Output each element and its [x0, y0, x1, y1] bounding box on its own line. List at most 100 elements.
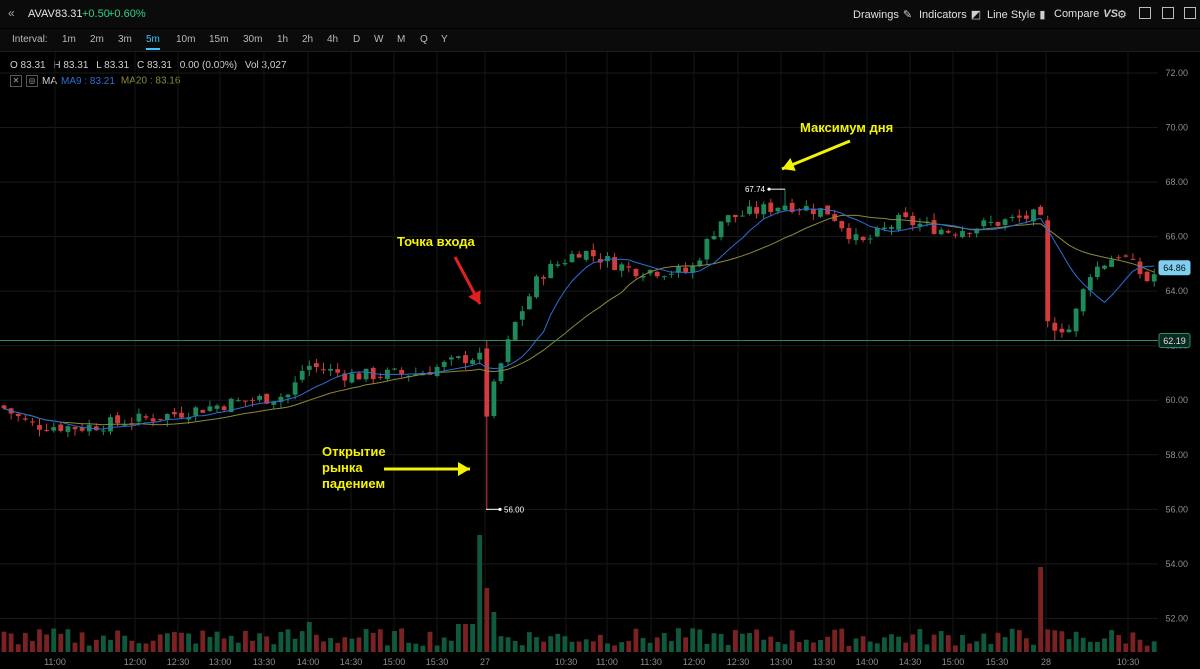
volume-bar [115, 630, 120, 652]
volume-bar [1095, 641, 1100, 652]
last-price-tag-box [1158, 260, 1191, 276]
candle-body [754, 207, 759, 214]
time-tick-label: 12:00 [683, 657, 706, 667]
fullscreen-icon[interactable] [1184, 7, 1196, 19]
volume-bar [988, 643, 994, 652]
interval-y[interactable]: Y [441, 34, 448, 45]
change-value: 0.00 (0.00%) [179, 60, 238, 71]
volume-bar [44, 634, 49, 652]
volume-bar [498, 636, 504, 652]
line-style-button[interactable]: Line Style ▮ [987, 8, 1045, 21]
candle-body [1016, 215, 1022, 218]
time-tick-label: 12:00 [124, 657, 147, 667]
close-icon[interactable]: ✕ [10, 75, 22, 87]
volume-bar [832, 629, 838, 652]
candle-body [697, 260, 703, 266]
volume-bar [1038, 567, 1043, 652]
active-interval-underline [146, 48, 160, 50]
save-icon[interactable] [1139, 7, 1151, 19]
candle-body [1073, 308, 1079, 332]
volume-bar [669, 641, 674, 652]
candle-body [299, 370, 305, 380]
indicator-chart-icon: ◩ [970, 9, 982, 21]
candle-body [186, 417, 191, 420]
interval-5m[interactable]: 5m [146, 34, 160, 45]
candle-body [811, 208, 816, 215]
interval-1h[interactable]: 1h [277, 34, 289, 45]
candle-body [534, 276, 539, 298]
interval-15m[interactable]: 15m [209, 34, 229, 45]
candle-body [207, 406, 213, 411]
interval-m[interactable]: M [397, 34, 406, 45]
volume-bar [1031, 644, 1036, 652]
volume-bar [1009, 628, 1015, 652]
interval-30m[interactable]: 30m [243, 34, 263, 45]
volume-bar [434, 645, 440, 652]
volume-bar [1116, 635, 1122, 652]
candle-body [1123, 255, 1129, 257]
interval-q[interactable]: Q [420, 34, 428, 45]
double-chevron-left-icon[interactable]: « [8, 6, 15, 20]
volume-bar [569, 641, 575, 652]
volume-bar [122, 635, 128, 652]
candle-body [356, 373, 362, 380]
candle-body [243, 400, 248, 402]
candle-body [768, 202, 774, 212]
price-axis: 72.0070.0068.0066.0064.0062.0060.0058.00… [1165, 68, 1188, 669]
candle-body [789, 202, 795, 212]
candle-body [988, 221, 994, 223]
volume-bar [1045, 629, 1051, 652]
candle-body [1031, 209, 1036, 222]
window-icon[interactable] [1162, 7, 1174, 19]
volume-bar [1024, 638, 1029, 652]
settings-gear-icon[interactable]: ⚙ [1117, 9, 1127, 21]
candle-body [874, 227, 880, 237]
volume-bar [598, 634, 603, 652]
candle-body [1130, 258, 1136, 260]
candle-body [200, 409, 206, 413]
interval-4h[interactable]: 4h [327, 34, 339, 45]
candle-body [44, 430, 49, 432]
interval-10m[interactable]: 10m [176, 34, 196, 45]
price-tick-label: 68.00 [1165, 177, 1188, 187]
price-change: +0.50 [82, 8, 110, 20]
interval-2m[interactable]: 2m [90, 34, 104, 45]
candle-body [896, 214, 901, 230]
drawings-button[interactable]: Drawings ✎ [853, 8, 912, 21]
low-marker-dot [498, 507, 502, 511]
compare-button[interactable]: Compare VS [1054, 8, 1118, 20]
interval-1m[interactable]: 1m [62, 34, 76, 45]
interval-label: Interval: [12, 34, 48, 45]
candle-body [818, 208, 823, 217]
volume-bar [825, 636, 830, 652]
open-value: O 83.31 [10, 60, 46, 71]
hline-tag: 62.19 [1163, 336, 1186, 346]
volume-bar [626, 641, 632, 652]
candle-body [434, 366, 440, 376]
volume-bar [51, 628, 57, 652]
indicators-button[interactable]: Indicators ◩ [919, 8, 981, 21]
interval-3m[interactable]: 3m [118, 34, 132, 45]
low-marker-label: 56.00 [504, 505, 525, 514]
price-tick-label: 66.00 [1165, 232, 1188, 242]
visibility-icon[interactable]: ◎ [26, 75, 38, 87]
candle-body [725, 215, 731, 223]
interval-2h[interactable]: 2h [302, 34, 314, 45]
candle-body [1038, 206, 1043, 215]
open-drop-line-3: падением [322, 476, 386, 491]
volume-bar [271, 644, 277, 652]
candle-body [228, 398, 234, 413]
interval-d[interactable]: D [353, 34, 361, 45]
candle-body [711, 236, 717, 240]
volume-bar [448, 640, 454, 652]
interval-w[interactable]: W [374, 34, 384, 45]
open-drop-arrow-head [458, 462, 470, 476]
candle-body [448, 357, 454, 360]
volume-bar [711, 633, 717, 652]
volume-bar [228, 635, 234, 652]
symbol[interactable]: AVAV [28, 8, 55, 20]
candle-body [590, 250, 596, 257]
candle-body [150, 418, 156, 422]
volume-bar [1002, 637, 1008, 652]
